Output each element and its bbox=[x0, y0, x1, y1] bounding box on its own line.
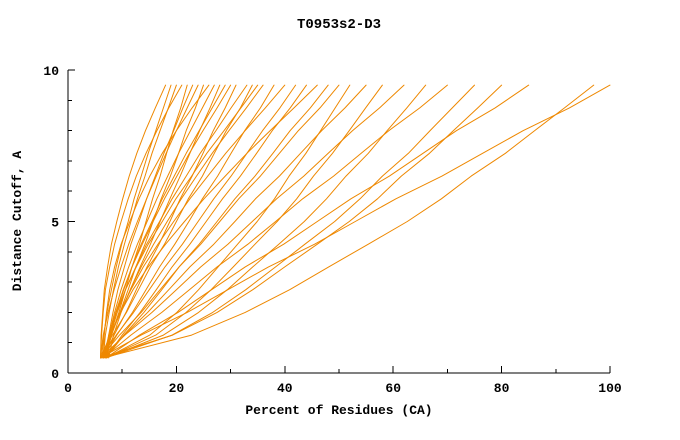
model-curve bbox=[102, 84, 318, 359]
x-axis-label: Percent of Residues (CA) bbox=[245, 403, 432, 418]
model-curve bbox=[102, 84, 367, 359]
model-curve bbox=[100, 84, 183, 359]
x-tick-label: 100 bbox=[598, 381, 622, 396]
x-tick-label: 20 bbox=[169, 381, 185, 396]
model-curve bbox=[105, 84, 530, 359]
model-curve bbox=[100, 84, 503, 359]
x-tick-label: 40 bbox=[277, 381, 293, 396]
model-curve bbox=[103, 84, 259, 359]
model-curve bbox=[102, 84, 275, 359]
model-curve bbox=[100, 84, 297, 359]
axes-layer: 0 20 40 60 80 100 0 5 10 bbox=[43, 64, 622, 396]
model-curve bbox=[105, 84, 286, 359]
model-curve bbox=[102, 84, 177, 359]
model-curve bbox=[105, 84, 194, 359]
model-curve bbox=[104, 84, 188, 359]
model-curve bbox=[102, 84, 204, 359]
model-curve bbox=[105, 84, 329, 359]
model-curve bbox=[101, 84, 172, 359]
x-tick-label: 60 bbox=[385, 381, 401, 396]
model-curve bbox=[100, 84, 340, 359]
model-curve bbox=[102, 84, 595, 359]
model-curve bbox=[105, 84, 475, 359]
model-curve bbox=[100, 84, 405, 359]
y-axis-label: Distance Cutoff, A bbox=[10, 151, 25, 292]
model-curves-layer bbox=[100, 84, 611, 359]
model-curve bbox=[102, 84, 448, 359]
model-curve bbox=[108, 84, 264, 359]
y-tick-label: 10 bbox=[43, 64, 59, 79]
model-curve bbox=[100, 84, 611, 359]
model-curve bbox=[100, 84, 253, 359]
model-curve bbox=[105, 84, 248, 359]
chart-title: T0953s2-D3 bbox=[297, 17, 381, 33]
y-tick-label: 0 bbox=[51, 367, 59, 382]
y-tick-label: 5 bbox=[51, 216, 59, 231]
model-curve bbox=[105, 84, 215, 359]
model-curve bbox=[105, 84, 307, 359]
model-curve bbox=[105, 84, 232, 359]
x-tick-label: 80 bbox=[494, 381, 510, 396]
model-curve bbox=[105, 84, 351, 359]
model-curve bbox=[105, 84, 427, 359]
x-tick-label: 0 bbox=[64, 381, 72, 396]
